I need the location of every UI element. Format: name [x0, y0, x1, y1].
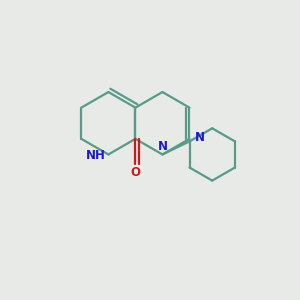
Text: N: N — [158, 140, 167, 153]
Text: N: N — [195, 131, 205, 144]
Text: O: O — [130, 166, 140, 179]
Text: NH: NH — [86, 149, 106, 162]
